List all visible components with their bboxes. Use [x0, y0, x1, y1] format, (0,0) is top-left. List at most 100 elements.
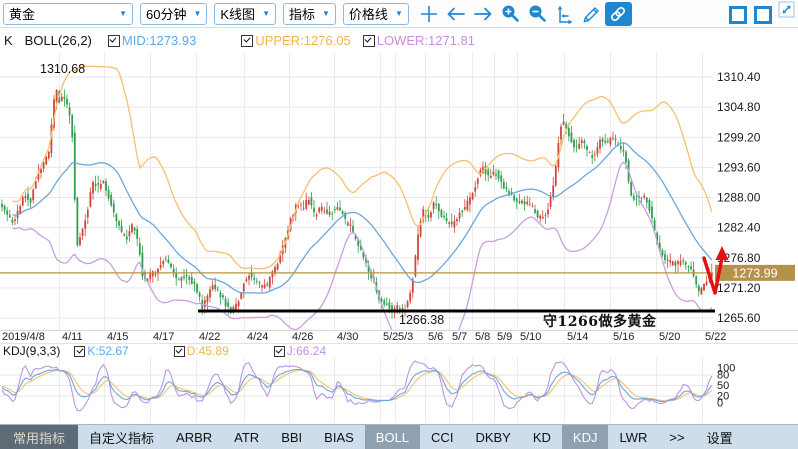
toolbar: 黄金 ▼ 60分钟 ▼ K线图 ▼ 指标 ▼ 价格线 ▼ — [0, 0, 798, 28]
x-axis-date-label: 5/9 — [497, 331, 512, 343]
y-axis-label: 1265.60 — [717, 311, 761, 325]
period-select[interactable]: 60分钟 ▼ — [140, 3, 207, 25]
low-price-annotation: 1266.38 — [399, 313, 444, 327]
axis-scale-icon[interactable] — [551, 2, 578, 26]
kline-flag-label: K — [4, 33, 13, 48]
checkbox-checked-icon — [274, 346, 285, 357]
main-candlestick-chart[interactable]: 1310.40 1304.80 1299.20 1293.60 1288.00 1282.… — [0, 52, 798, 330]
price-line-menu[interactable]: 价格线 ▼ — [343, 3, 409, 25]
expand-icon[interactable] — [778, 1, 796, 19]
period-select-value: 60分钟 — [146, 4, 186, 23]
x-axis-date-label: 4/17 — [153, 331, 174, 343]
boll-mid-toggle[interactable]: MID:1273.93 — [108, 33, 196, 48]
trading-app-window: 黄金 ▼ 60分钟 ▼ K线图 ▼ 指标 ▼ 价格线 ▼ — [0, 0, 798, 449]
indicator-tab-BBI[interactable]: BBI — [270, 425, 313, 449]
x-axis-dates: 2019/4/84/114/154/174/224/244/264/305/25… — [0, 330, 798, 344]
indicator-tab->>[interactable]: >> — [658, 425, 695, 449]
kdj-k-value: K:52.67 — [87, 344, 128, 358]
indicator-tab-设置[interactable]: 设置 — [696, 425, 744, 449]
indicator-tab-BIAS[interactable]: BIAS — [313, 425, 365, 449]
chevron-down-icon: ▼ — [395, 9, 403, 18]
y-axis-label: 1271.20 — [717, 281, 761, 295]
indicator-tab-自定义指标[interactable]: 自定义指标 — [78, 425, 165, 449]
arrow-right-icon[interactable] — [470, 2, 497, 26]
x-axis-date-label: 4/22 — [199, 331, 220, 343]
chart-type-select[interactable]: K线图 ▼ — [214, 3, 276, 25]
indicator-tab-DKBY[interactable]: DKBY — [464, 425, 521, 449]
price-line-menu-value: 价格线 — [349, 4, 388, 23]
x-axis-date-label: 5/8 — [475, 331, 490, 343]
symbol-select[interactable]: 黄金 ▼ — [3, 3, 133, 25]
x-axis-date-label: 5/7 — [452, 331, 467, 343]
kdj-j-toggle[interactable]: J:66.24 — [274, 344, 326, 358]
boll-upper-toggle[interactable]: UPPER:1276.05 — [241, 33, 350, 48]
indicator-tab-ATR[interactable]: ATR — [223, 425, 270, 449]
indicator-tab-ARBR[interactable]: ARBR — [165, 425, 223, 449]
x-axis-date-label: 5/2 — [383, 331, 398, 343]
indicator-tab-BOLL[interactable]: BOLL — [365, 425, 420, 449]
pencil-icon[interactable] — [578, 2, 605, 26]
boll-mid-value: MID:1273.93 — [122, 33, 196, 48]
x-axis-date-label: 4/30 — [337, 331, 358, 343]
checkbox-checked-icon — [363, 35, 375, 47]
link-icon[interactable] — [605, 2, 632, 26]
indicator-tab-常用指标[interactable]: 常用指标 — [0, 425, 78, 449]
kdj-d-toggle[interactable]: D:45.89 — [174, 344, 229, 358]
window-single-icon[interactable] — [725, 3, 750, 27]
checkbox-checked-icon — [74, 346, 85, 357]
toolbar-right-group — [725, 0, 796, 28]
x-axis-date-label: 5/22 — [705, 331, 726, 343]
x-axis-date-label: 5/20 — [659, 331, 680, 343]
x-axis-date-label: 4/15 — [107, 331, 128, 343]
boll-params-label: BOLL(26,2) — [25, 33, 92, 48]
x-axis-date-label: 2019/4/8 — [2, 331, 45, 343]
boll-upper-value: UPPER:1276.05 — [255, 33, 350, 48]
y-axis-label: 1293.60 — [717, 160, 761, 174]
chevron-down-icon: ▼ — [193, 9, 201, 18]
checkbox-checked-icon — [108, 35, 120, 47]
y-axis-label: 1299.20 — [717, 130, 761, 144]
svg-text:1273.99: 1273.99 — [732, 266, 777, 280]
indicator-tab-LWR[interactable]: LWR — [608, 425, 658, 449]
y-axis-label: 1310.40 — [717, 70, 761, 84]
zoom-out-icon[interactable] — [524, 2, 551, 26]
indicator-tab-CCI[interactable]: CCI — [420, 425, 464, 449]
x-axis-date-label: 5/3 — [398, 331, 413, 343]
x-axis-date-label: 4/24 — [247, 331, 268, 343]
kdj-indicator-bar: KDJ(9,3,3) K:52.67 D:45.89 J:66.24 — [0, 345, 798, 357]
kdj-oscillator-chart[interactable]: 1008050200 — [0, 357, 798, 422]
symbol-select-value: 黄金 — [9, 4, 35, 23]
indicator-tab-KD[interactable]: KD — [522, 425, 562, 449]
indicator-tab-bar: 常用指标自定义指标ARBRATRBBIBIASBOLLCCIDKBYKDKDJL… — [0, 424, 798, 449]
trade-note-annotation: 守1266做多黄金 — [543, 311, 656, 331]
indicator-tab-KDJ[interactable]: KDJ — [562, 425, 609, 449]
boll-lower-toggle[interactable]: LOWER:1271.81 — [363, 33, 475, 48]
x-axis-date-label: 5/10 — [520, 331, 541, 343]
boll-lower-value: LOWER:1271.81 — [377, 33, 475, 48]
indicator-menu[interactable]: 指标 ▼ — [283, 3, 336, 25]
indicator-menu-value: 指标 — [289, 4, 315, 23]
kdj-scale-label: 0 — [717, 398, 723, 410]
x-axis-date-label: 5/14 — [567, 331, 588, 343]
kdj-k-toggle[interactable]: K:52.67 — [74, 344, 128, 358]
y-axis-label: 1304.80 — [717, 100, 761, 114]
boll-indicator-bar: K BOLL(26,2) MID:1273.93 UPPER:1276.05 L… — [0, 29, 798, 52]
current-price-badge: 1273.99 — [715, 265, 795, 281]
crosshair-icon[interactable] — [416, 2, 443, 26]
x-axis-date-label: 4/11 — [62, 331, 83, 343]
chart-type-select-value: K线图 — [220, 4, 255, 23]
x-axis-date-label: 5/6 — [428, 331, 443, 343]
arrow-left-icon[interactable] — [443, 2, 470, 26]
zoom-in-icon[interactable] — [497, 2, 524, 26]
y-axis-label: 1288.00 — [717, 191, 761, 205]
kdj-d-value: D:45.89 — [187, 344, 229, 358]
y-axis-label: 1282.40 — [717, 221, 761, 235]
chevron-down-icon: ▼ — [119, 9, 127, 18]
kdj-j-value: J:66.24 — [287, 344, 326, 358]
kdj-params-label: KDJ(9,3,3) — [3, 344, 60, 358]
chevron-down-icon: ▼ — [322, 9, 330, 18]
x-axis-date-label: 4/26 — [292, 331, 313, 343]
checkbox-checked-icon — [241, 35, 253, 47]
checkbox-checked-icon — [174, 346, 185, 357]
window-single-icon-2[interactable] — [750, 3, 775, 27]
